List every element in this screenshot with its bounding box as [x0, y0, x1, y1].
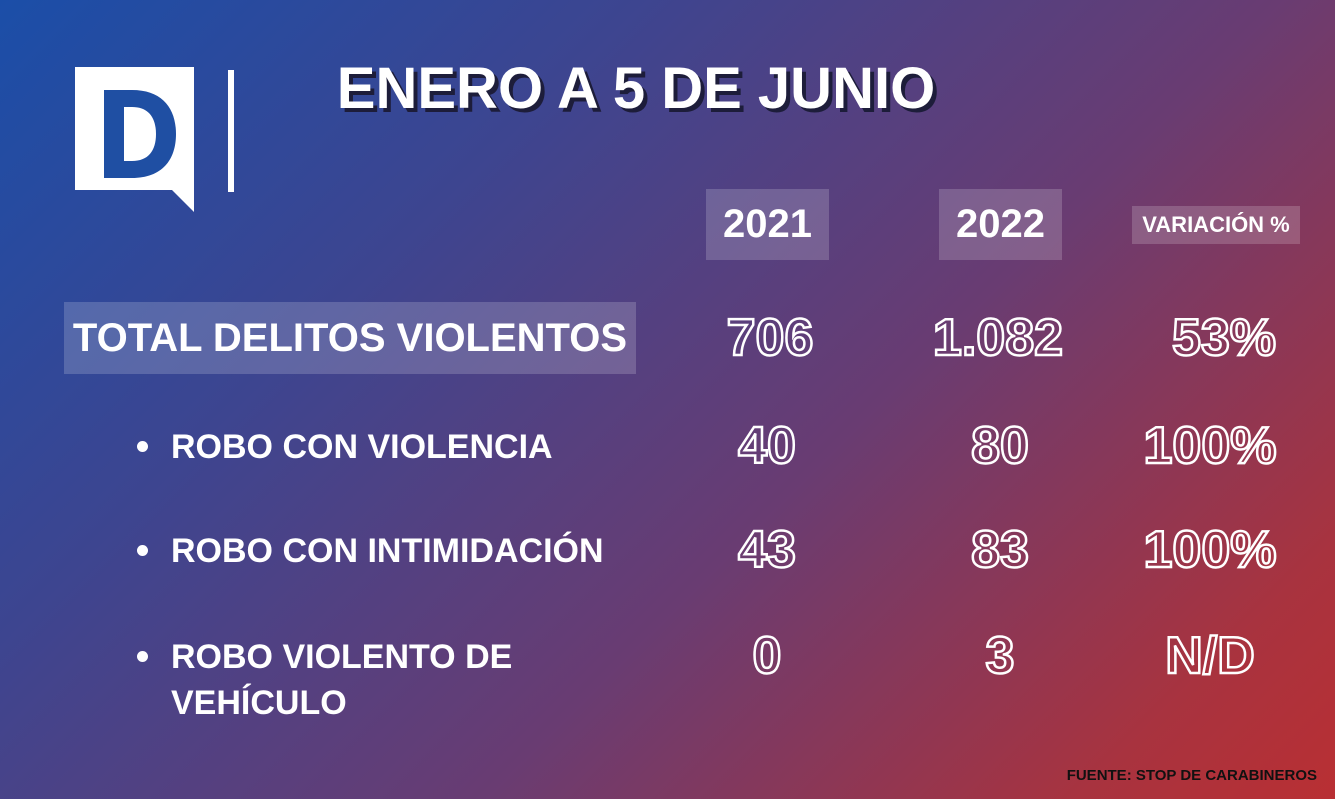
column-header: 2022 — [939, 189, 1062, 260]
bullet — [137, 651, 148, 662]
column-header: VARIACIÓN % — [1132, 206, 1300, 244]
row-value: 43 — [737, 520, 797, 581]
row-value: 40 — [737, 416, 797, 477]
source: FUENTE: STOP DE CARABINEROS — [1066, 767, 1317, 784]
logo — [75, 67, 234, 212]
title: ENERO A 5 DE JUNIO — [336, 56, 936, 121]
total-value: 706 — [725, 308, 814, 369]
row-value: N/D — [1164, 626, 1256, 687]
column-header: 2021 — [706, 189, 829, 260]
row-label: ROBO CON VIOLENCIA — [171, 428, 553, 466]
row-label: ROBO VIOLENTO DE VEHÍCULO — [171, 638, 513, 722]
row-value: 0 — [751, 626, 782, 687]
total-value: 53% — [1171, 308, 1278, 369]
row-value: 100% — [1142, 416, 1278, 477]
bullet — [137, 545, 148, 556]
row-value: 3 — [984, 626, 1015, 687]
row-value: 80 — [970, 416, 1030, 477]
bullet — [137, 441, 148, 452]
total-label: TOTAL DELITOS VIOLENTOS — [64, 302, 636, 374]
row-value: 100% — [1142, 520, 1278, 581]
total-value: 1.082 — [932, 308, 1065, 369]
row-value: 83 — [970, 520, 1030, 581]
row-label: ROBO CON INTIMIDACIÓN — [171, 532, 604, 570]
